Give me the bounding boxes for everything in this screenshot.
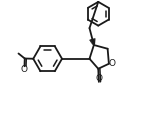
Text: O: O — [95, 74, 102, 83]
Text: O: O — [108, 59, 115, 68]
Text: O: O — [21, 65, 28, 74]
